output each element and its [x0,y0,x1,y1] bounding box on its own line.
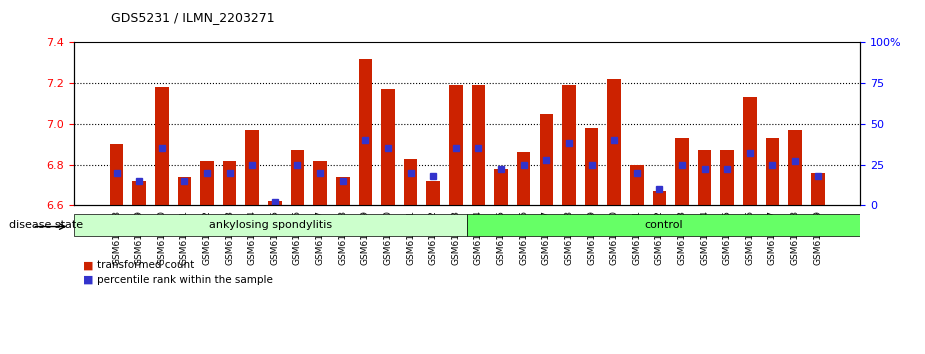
Text: disease state: disease state [9,220,83,230]
Bar [743,97,757,205]
Bar [608,79,621,205]
Bar [517,153,530,205]
Bar [155,87,168,205]
Bar [178,177,191,205]
Bar [721,150,734,205]
Bar [314,161,327,205]
Bar [494,169,508,205]
Bar [449,85,462,205]
Bar [675,138,689,205]
Bar [200,161,214,205]
Bar [381,89,395,205]
Text: percentile rank within the sample: percentile rank within the sample [97,275,273,285]
Bar [336,177,350,205]
Text: ■: ■ [83,275,93,285]
Bar [132,181,146,205]
Text: transformed count: transformed count [97,261,194,270]
Text: GDS5231 / ILMN_2203271: GDS5231 / ILMN_2203271 [111,11,275,24]
Bar [268,201,281,205]
Bar [472,85,486,205]
Bar [811,173,824,205]
Bar [110,144,123,205]
Bar [426,181,440,205]
Bar [697,150,711,205]
Bar [404,159,417,205]
Bar [539,114,553,205]
Bar [653,191,666,205]
Text: control: control [645,220,683,230]
Bar [788,130,802,205]
Bar [562,85,575,205]
Bar [245,130,259,205]
Bar [223,161,237,205]
FancyBboxPatch shape [467,214,860,236]
Bar [585,128,598,205]
Bar [630,165,644,205]
FancyBboxPatch shape [74,214,467,236]
Text: ankylosing spondylitis: ankylosing spondylitis [209,220,332,230]
Bar [290,150,304,205]
Bar [766,138,779,205]
Bar [359,59,372,205]
Text: ■: ■ [83,261,93,270]
